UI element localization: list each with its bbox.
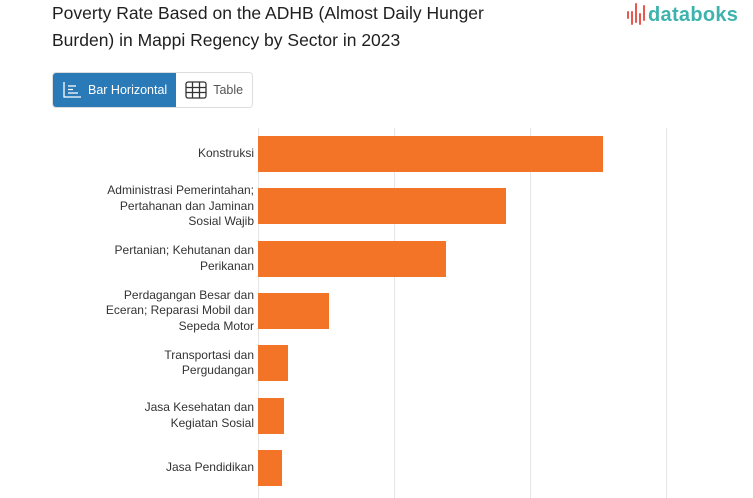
bar-chart: Konstruksi Administrasi Pemerintahan; Pert… [0,128,753,498]
logo-text: databoks [648,3,739,26]
category-label: Administrasi Pemerintahan; Pertahanan dan… [107,183,254,230]
category-label: Transportasi dan Pergudangan [164,348,254,379]
databoks-logo[interactable]: databoks [627,3,738,27]
view-toggle: Bar Horizontal Table [52,72,254,108]
bar-horizontal-button[interactable]: Bar Horizontal [53,73,177,107]
category-label-line: Transportasi dan [164,347,254,362]
bar[interactable] [258,292,329,329]
bar-row: Transportasi dan Pergudangan [0,345,753,382]
gridline [530,128,531,498]
bar-chart-icon [63,82,81,98]
bar[interactable] [258,136,603,172]
bar[interactable] [258,449,282,486]
category-label-line: Jasa Pendidikan [165,460,254,475]
gridline [394,128,395,498]
category-label: Pertanian; Kehutanan dan Perikanan [115,243,254,274]
logo-mark-icon [627,3,645,25]
category-label: Jasa Kesehatan dan Kegiatan Sosial [145,400,254,431]
bar-row: Perdagangan Besar dan Eceran; Reparasi Mo… [0,288,753,333]
bar-row: Jasa Pendidikan [0,449,753,486]
category-label-line: Eceran; Reparasi Mobil dan [105,303,254,318]
category-label-line: Jasa Kesehatan dan [144,400,254,414]
bar-row: Jasa Kesehatan dan Kegiatan Sosial [0,397,753,434]
category-label: Konstruksi [198,146,254,162]
category-label-line: Pertahanan dan Jaminan [119,198,254,213]
bar[interactable] [258,188,506,225]
table-label: Table [213,83,244,97]
category-label-line: Perikanan [199,258,254,273]
category-label-line: Sosial Wajib [188,214,254,229]
bar[interactable] [258,345,288,382]
category-label-line: Pergudangan [181,363,254,378]
category-label: Perdagangan Besar dan Eceran; Reparasi Mo… [106,288,254,335]
category-label-line: Sepeda Motor [178,318,254,333]
bar[interactable] [258,240,446,277]
table-button[interactable]: Table [176,73,253,107]
bar[interactable] [258,397,284,434]
table-grid-icon [185,81,207,99]
category-label-line: Kegiatan Sosial [170,415,254,430]
category-label-line: Administrasi Pemerintahan; [107,183,254,198]
gridline [666,128,667,498]
category-label-line: Konstruksi [197,146,254,161]
category-label: Jasa Pendidikan [166,460,254,476]
category-label-line: Pertanian; Kehutanan dan [114,243,254,258]
bar-row: Konstruksi [0,136,753,172]
bar-row: Pertanian; Kehutanan dan Perikanan [0,240,753,277]
bar-horizontal-label: Bar Horizontal [88,83,168,97]
category-label-line: Perdagangan Besar dan [123,287,254,302]
bar-row: Administrasi Pemerintahan; Pertahanan dan… [0,183,753,228]
chart-title: Poverty Rate Based on the ADHB (Almost D… [52,3,484,50]
